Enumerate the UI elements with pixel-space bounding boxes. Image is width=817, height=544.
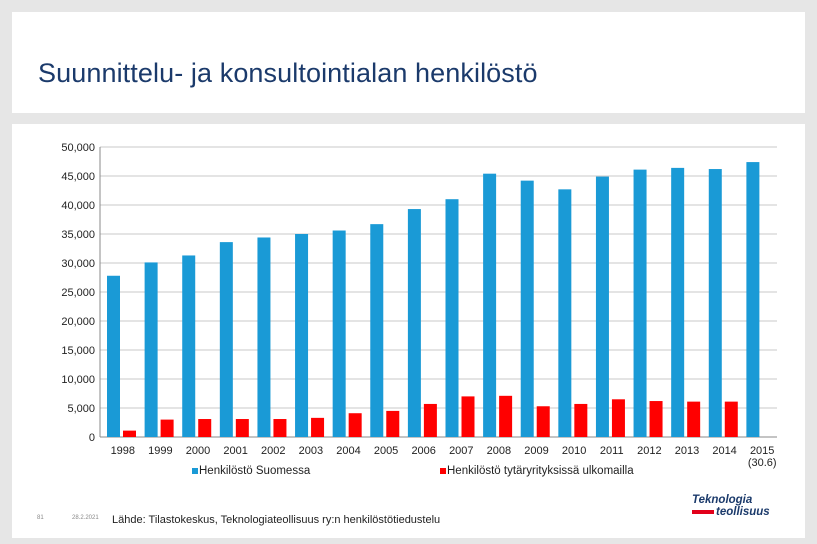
source-note: Lähde: Tilastokeskus, Teknologiateollisu…: [112, 514, 441, 526]
bar-finland-2012: [633, 169, 647, 437]
x-tick-label: 2010: [562, 445, 586, 457]
x-tick-label: 2000: [186, 445, 210, 457]
legend-swatch: [192, 468, 198, 474]
x-tick-label: 2015: [750, 445, 774, 457]
x-tick-label: 2003: [299, 445, 323, 457]
x-tick-label: 2012: [637, 445, 661, 457]
bar-abroad-2002: [273, 419, 287, 437]
logo-text-line2: teollisuus: [716, 506, 770, 518]
x-tick-label: 2002: [261, 445, 285, 457]
bar-abroad-2000: [198, 419, 212, 437]
bar-finland-2008: [483, 173, 497, 437]
title-panel: Suunnittelu- ja konsultointialan henkilö…: [12, 12, 805, 113]
bar-finland-2004: [332, 230, 346, 437]
bar-finland-2007: [445, 199, 459, 437]
bar-abroad-2005: [386, 410, 400, 437]
grid-lines: [99, 146, 777, 438]
x-tick-label: 2007: [449, 445, 473, 457]
y-tick-label: 25,000: [61, 287, 95, 299]
page-title: Suunnittelu- ja konsultointialan henkilö…: [38, 58, 538, 88]
y-axis-ticks: 0 5,000 10,000 15,000 20,000 25,000 30,000 35,0…: [61, 142, 95, 444]
x-tick-sublabel: (30.6): [748, 457, 777, 469]
bar-abroad-2006: [423, 403, 437, 437]
x-tick-label: 2008: [487, 445, 511, 457]
bar-abroad-2011: [611, 399, 625, 437]
bar-abroad-2001: [235, 419, 249, 437]
bar-finland-2013: [671, 167, 685, 437]
x-tick-label: 2013: [675, 445, 699, 457]
y-tick-label: 45,000: [61, 171, 95, 183]
y-tick-label: 5,000: [67, 403, 95, 415]
x-tick-label: 1999: [148, 445, 172, 457]
legend-swatch: [440, 468, 446, 474]
x-tick-label: 2001: [223, 445, 247, 457]
y-tick-label: 10,000: [61, 374, 95, 386]
bar-finland-2015: [746, 162, 760, 437]
bar-finland-2006: [407, 209, 421, 437]
bar-finland-2009: [520, 180, 534, 437]
page-number: 81: [37, 515, 44, 521]
x-tick-label: 2009: [524, 445, 548, 457]
y-tick-label: 0: [89, 432, 95, 444]
logo-text-line1: Teknologia: [692, 494, 753, 506]
bar-finland-2003: [295, 234, 309, 437]
y-tick-label: 40,000: [61, 200, 95, 212]
bar-finland-2014: [708, 169, 722, 437]
bar-chart: 0 5,000 10,000 15,000 20,000 25,000 30,000 35,0…: [61, 142, 777, 477]
bar-abroad-2008: [499, 395, 513, 437]
legend-label: Henkilöstö tytäryrityksissä ulkomailla: [447, 465, 634, 477]
y-tick-label: 20,000: [61, 316, 95, 328]
bar-finland-1998: [107, 275, 120, 437]
bar-finland-2010: [558, 189, 572, 437]
x-tick-label: 2011: [600, 445, 624, 457]
bar-finland-1999: [144, 262, 158, 437]
bar-abroad-1999: [160, 419, 174, 437]
bar-abroad-2013: [687, 401, 701, 437]
y-tick-label: 15,000: [61, 345, 95, 357]
bar-finland-2005: [370, 224, 384, 437]
bar-abroad-2003: [311, 417, 325, 437]
x-axis-ticks: 1998 1999 2000 2001 2002 2003 2004 2005 2006 2007…: [111, 445, 777, 469]
bar-finland-2001: [219, 242, 233, 437]
y-tick-label: 35,000: [61, 229, 95, 241]
bar-abroad-2004: [348, 413, 362, 437]
bar-abroad-2012: [649, 401, 663, 437]
y-tick-label: 30,000: [61, 258, 95, 270]
y-tick-label: 50,000: [61, 142, 95, 154]
bar-abroad-2010: [574, 403, 588, 437]
logo-accent-bar: [692, 510, 714, 514]
legend-label: Henkilöstö Suomessa: [199, 465, 311, 477]
company-logo: Teknologia teollisuus: [688, 494, 788, 524]
x-tick-label: 2006: [411, 445, 435, 457]
slide-date: 28.2.2021: [72, 515, 99, 521]
x-tick-label: 2005: [374, 445, 398, 457]
bar-finland-2011: [595, 176, 609, 437]
x-tick-label: 1998: [111, 445, 135, 457]
legend: Henkilöstö Suomessa Henkilöstö tytäryrity…: [192, 465, 634, 477]
chart-panel: 0 5,000 10,000 15,000 20,000 25,000 30,000 35,0…: [12, 124, 805, 538]
x-tick-label: 2014: [712, 445, 736, 457]
bar-abroad-2014: [724, 401, 738, 437]
bars: [107, 162, 760, 437]
bar-abroad-1998: [123, 430, 136, 437]
bar-finland-2000: [182, 255, 196, 437]
bar-finland-2002: [257, 237, 271, 437]
bar-abroad-2009: [536, 406, 550, 437]
bar-abroad-2007: [461, 396, 475, 437]
x-tick-label: 2004: [336, 445, 360, 457]
